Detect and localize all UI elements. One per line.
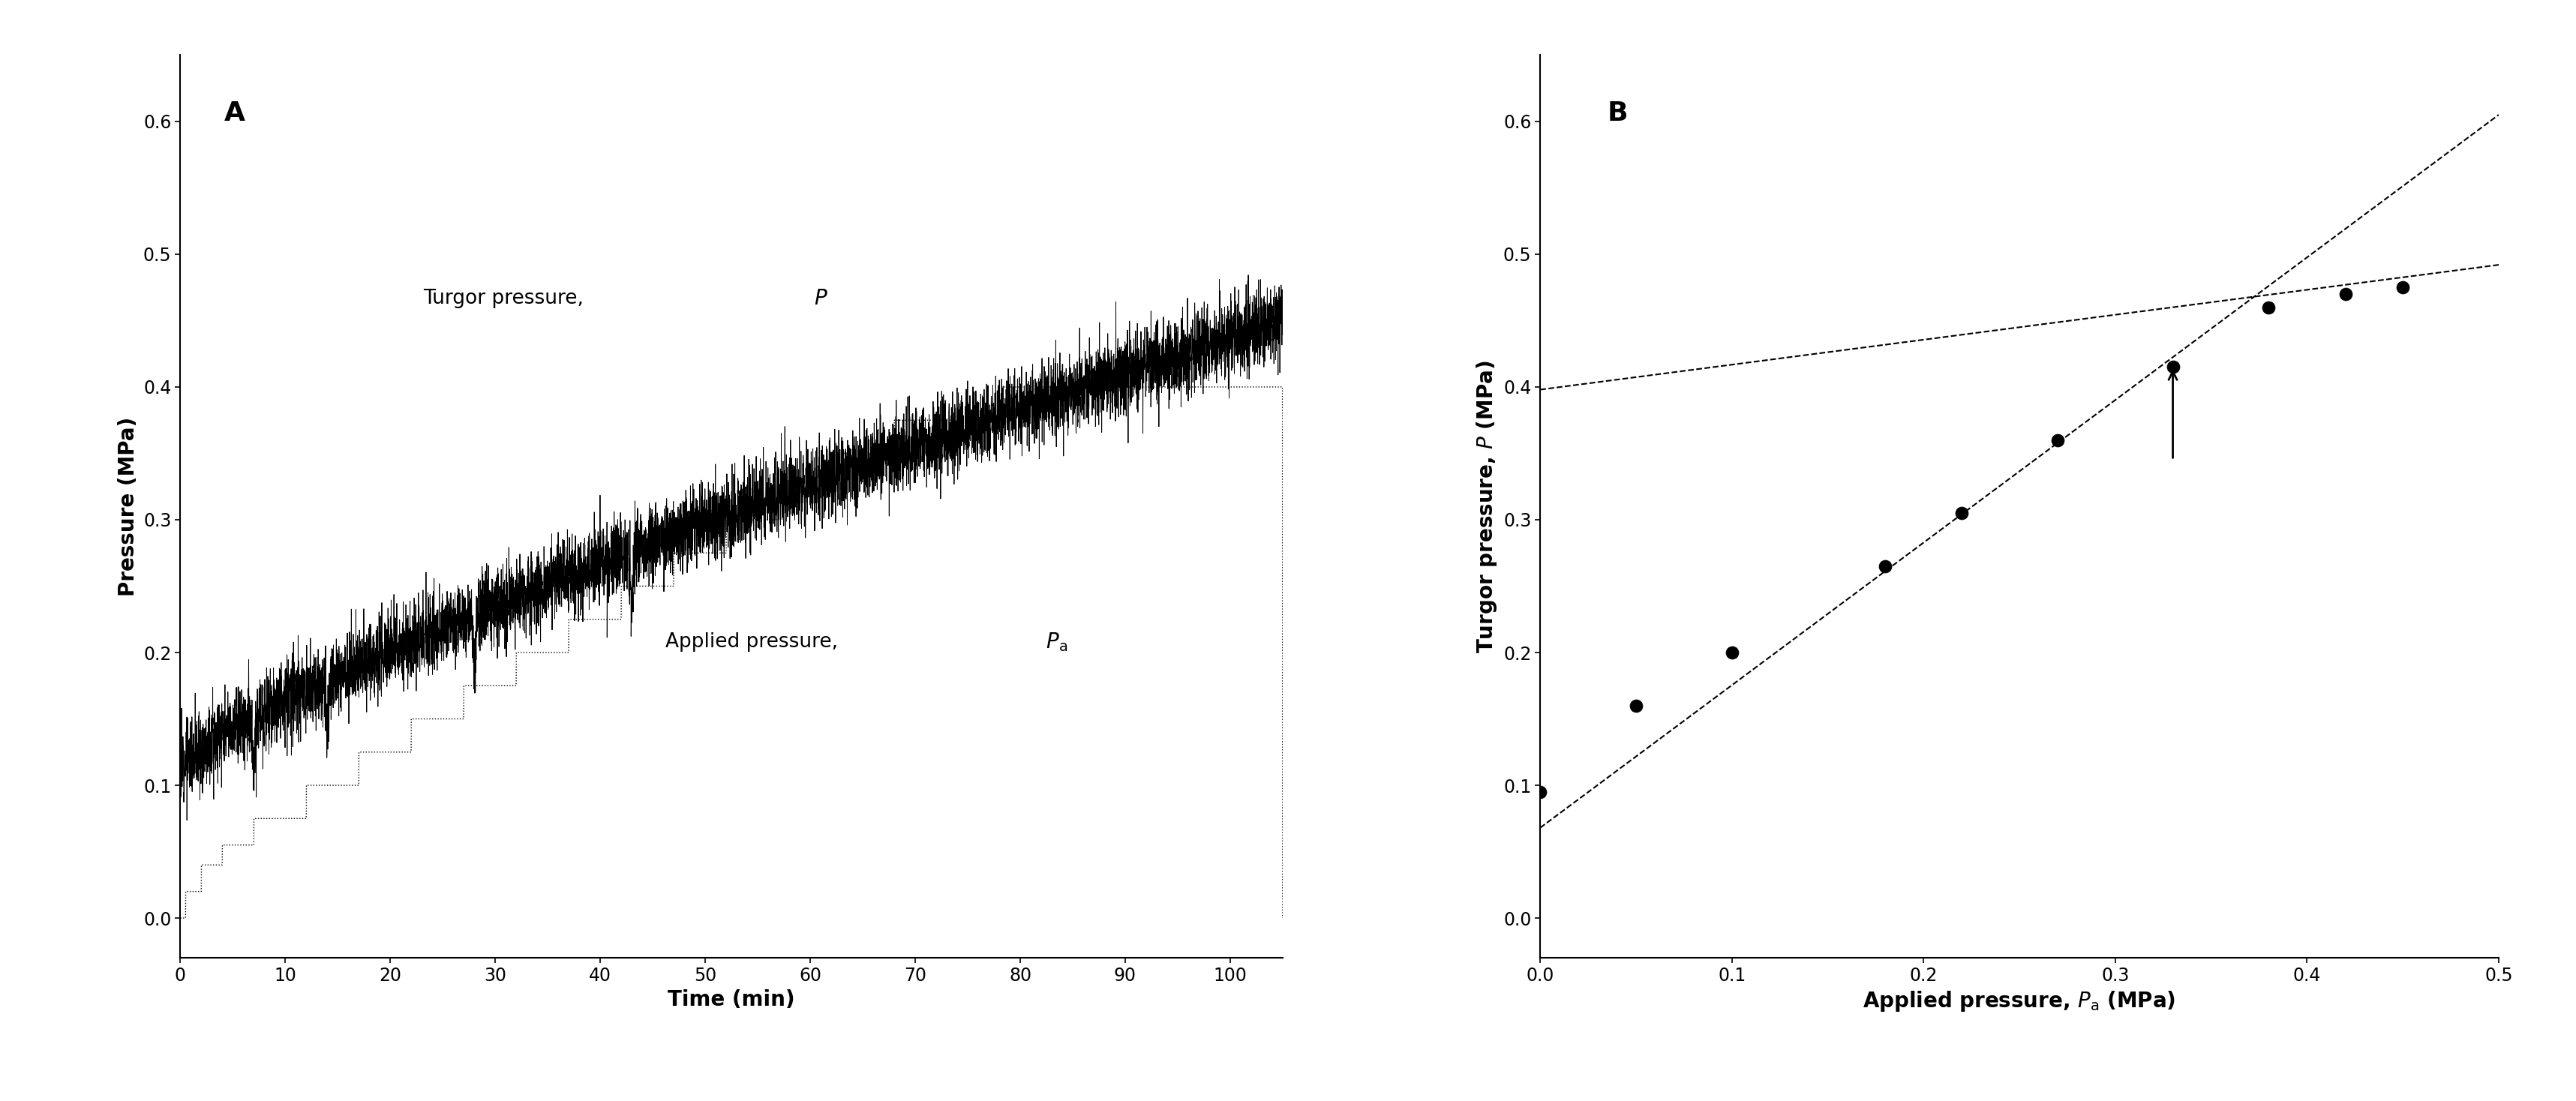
- X-axis label: Applied pressure, $\mathit{P}_\mathrm{a}$ (MPa): Applied pressure, $\mathit{P}_\mathrm{a}…: [1862, 989, 2177, 1013]
- X-axis label: Time (min): Time (min): [667, 989, 796, 1010]
- Text: $\mathit{P}$$_\mathrm{a}$: $\mathit{P}$$_\mathrm{a}$: [1046, 631, 1066, 653]
- Text: Applied pressure,: Applied pressure,: [665, 632, 845, 652]
- Point: [2324, 285, 2365, 303]
- Y-axis label: Turgor pressure, $\mathit{P}$ (MPa): Turgor pressure, $\mathit{P}$ (MPa): [1476, 360, 1499, 653]
- Point: [1942, 504, 1984, 522]
- Point: [1865, 557, 1906, 575]
- Text: Turgor pressure,: Turgor pressure,: [422, 290, 590, 308]
- Point: [2038, 432, 2079, 449]
- Point: [2151, 358, 2192, 375]
- Point: [2383, 279, 2424, 296]
- Point: [2249, 298, 2290, 316]
- Text: $\mathit{P}$: $\mathit{P}$: [814, 288, 827, 309]
- Point: [1520, 783, 1561, 800]
- Point: [1615, 697, 1656, 715]
- Text: A: A: [224, 100, 245, 126]
- Y-axis label: Pressure (MPa): Pressure (MPa): [118, 417, 139, 596]
- Text: B: B: [1607, 100, 1628, 126]
- Point: [1710, 644, 1752, 662]
